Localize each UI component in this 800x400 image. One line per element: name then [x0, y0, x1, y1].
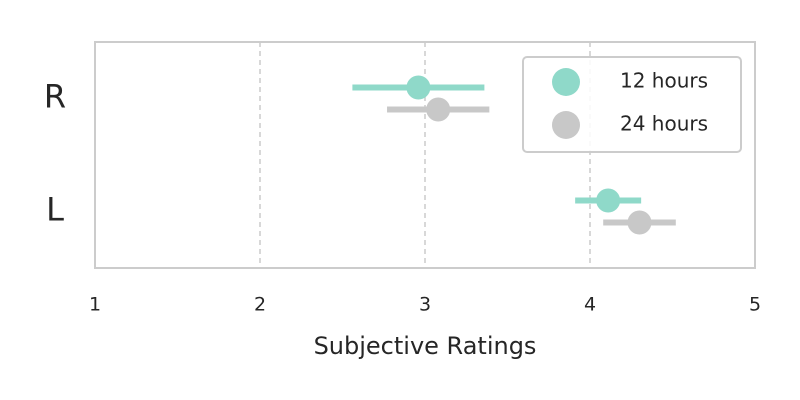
x-tick-label: 3 — [419, 294, 431, 316]
x-axis-label: Subjective Ratings — [314, 332, 537, 360]
point — [627, 210, 652, 235]
x-tick-label: 1 — [89, 294, 101, 316]
x-tick-label: 2 — [254, 294, 266, 316]
point — [426, 97, 451, 122]
point — [406, 75, 431, 100]
y-tick-label: R — [44, 78, 66, 116]
plot-frame — [94, 41, 756, 269]
legend-label: 12 hours — [620, 69, 708, 93]
x-tick-label: 4 — [584, 294, 596, 316]
y-tick-label: L — [46, 191, 64, 229]
legend-label: 24 hours — [620, 112, 708, 136]
x-tick-label: 5 — [749, 294, 761, 316]
legend-marker — [552, 111, 580, 139]
point — [596, 188, 621, 213]
legend-marker — [552, 68, 580, 96]
